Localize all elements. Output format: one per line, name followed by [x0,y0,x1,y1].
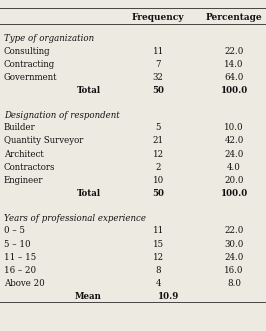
Text: 11 – 15: 11 – 15 [4,253,36,262]
Text: 10: 10 [153,176,164,185]
Text: 100.0: 100.0 [221,189,248,198]
Text: 24.0: 24.0 [225,253,244,262]
Text: Total: Total [77,86,101,95]
Text: 11: 11 [153,47,164,56]
Text: Type of organization: Type of organization [4,34,94,43]
Text: 64.0: 64.0 [225,73,244,82]
Text: 5: 5 [156,123,161,132]
Text: 10.0: 10.0 [224,123,244,132]
Text: 15: 15 [153,240,164,249]
Text: 16 – 20: 16 – 20 [4,266,36,275]
Text: 4: 4 [156,279,161,288]
Text: 8.0: 8.0 [227,279,241,288]
Text: 7: 7 [156,60,161,69]
Text: Quantity Surveyor: Quantity Surveyor [4,136,83,145]
Text: 20.0: 20.0 [224,176,244,185]
Text: 42.0: 42.0 [225,136,244,145]
Text: 11: 11 [153,226,164,235]
Text: 50: 50 [152,86,164,95]
Text: Builder: Builder [4,123,36,132]
Text: Frequency: Frequency [132,13,185,22]
Text: 10.9: 10.9 [158,293,180,302]
Text: 16.0: 16.0 [224,266,244,275]
Text: 24.0: 24.0 [225,150,244,159]
Text: 22.0: 22.0 [225,226,244,235]
Text: 8: 8 [155,266,161,275]
Text: 32: 32 [153,73,164,82]
Text: 21: 21 [153,136,164,145]
Text: Above 20: Above 20 [4,279,45,288]
Text: 50: 50 [152,189,164,198]
Text: 30.0: 30.0 [225,240,244,249]
Text: Percentage: Percentage [206,13,262,22]
Text: 12: 12 [153,253,164,262]
Text: 12: 12 [153,150,164,159]
Text: Designation of respondent: Designation of respondent [4,111,120,120]
Text: Engineer: Engineer [4,176,43,185]
Text: 5 – 10: 5 – 10 [4,240,31,249]
Text: 0 – 5: 0 – 5 [4,226,25,235]
Text: Architect: Architect [4,150,44,159]
Text: Total: Total [77,189,101,198]
Text: 4.0: 4.0 [227,163,241,172]
Text: Government: Government [4,73,57,82]
Text: 2: 2 [156,163,161,172]
Text: Mean: Mean [74,293,101,302]
Text: Years of professional experience: Years of professional experience [4,214,146,223]
Text: 14.0: 14.0 [224,60,244,69]
Text: Contractors: Contractors [4,163,56,172]
Text: 100.0: 100.0 [221,86,248,95]
Text: 22.0: 22.0 [225,47,244,56]
Text: Contracting: Contracting [4,60,55,69]
Text: Consulting: Consulting [4,47,51,56]
